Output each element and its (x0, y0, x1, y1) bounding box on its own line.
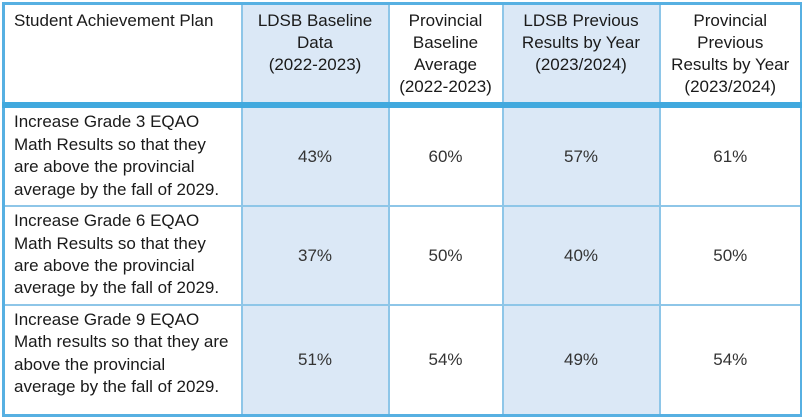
value-cell: 43% (240, 104, 390, 208)
header-cell-ldsb-baseline: LDSB Baseline Data (2022-2023) (240, 2, 390, 109)
value-cell: 37% (240, 205, 390, 306)
value-cell: 61% (658, 104, 802, 208)
value-cell: 49% (501, 303, 661, 417)
table-row-grade9: Increase Grade 9 EQAO Math results so th… (2, 303, 802, 417)
value-cell: 50% (387, 205, 504, 306)
header-cell-ldsb-previous: LDSB Previous Results by Year (2023/2024… (501, 2, 661, 109)
value-cell: 54% (658, 303, 802, 417)
table-row-grade6: Increase Grade 6 EQAO Math Results so th… (2, 205, 802, 306)
header-cell-provincial-baseline: Provincial Baseline Average (2022-2023) (387, 2, 504, 109)
value-cell: 54% (387, 303, 504, 417)
table-row-grade3: Increase Grade 3 EQAO Math Results so th… (2, 104, 802, 208)
value-cell: 40% (501, 205, 661, 306)
value-cell: 57% (501, 104, 661, 208)
header-cell-provincial-previous: Provincial Previous Results by Year (202… (658, 2, 802, 109)
value-cell: 60% (387, 104, 504, 208)
header-row: Student Achievement Plan LDSB Baseline D… (2, 2, 802, 109)
value-cell: 50% (658, 205, 802, 306)
header-cell-plan: Student Achievement Plan (2, 2, 243, 109)
goal-cell: Increase Grade 3 EQAO Math Results so th… (2, 104, 243, 208)
value-cell: 51% (240, 303, 390, 417)
goal-cell: Increase Grade 6 EQAO Math Results so th… (2, 205, 243, 306)
goal-cell: Increase Grade 9 EQAO Math results so th… (2, 303, 243, 417)
